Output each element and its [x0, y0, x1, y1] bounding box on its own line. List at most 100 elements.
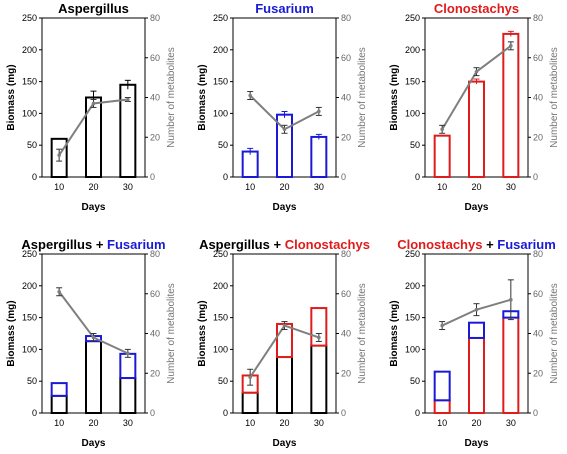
metabolites-point — [474, 69, 479, 74]
right-tick-label: 0 — [341, 408, 346, 418]
right-tick-label: 80 — [533, 13, 543, 23]
x-axis-label: Days — [465, 202, 489, 213]
chart-title: Clonostachys + Fusarium — [397, 237, 556, 252]
bar-10-segment-2 — [433, 370, 451, 402]
bar-10-segment-1 — [50, 394, 68, 415]
left-tick-label: 100 — [213, 108, 228, 118]
metabolites-point — [91, 101, 96, 106]
chart-title: Aspergillus + Clonostachys — [199, 237, 370, 252]
left-tick-label: 150 — [213, 313, 228, 323]
x-axis-label: Days — [82, 438, 106, 449]
bar-20-segment-1 — [468, 80, 485, 178]
bar-20-segment-1 — [276, 356, 293, 415]
chart-panel-2: Fusarium 0 50 100 150 200 250 0 20 40 60 80 10 20 30 Da… — [197, 1, 368, 213]
left-tick-label: 100 — [213, 344, 228, 354]
right-tick-label: 60 — [150, 289, 160, 299]
chart-title-part: Aspergillus — [199, 237, 270, 252]
right-tick-label: 0 — [341, 172, 346, 182]
left-tick-label: 250 — [213, 13, 228, 23]
x-tick-label-30: 30 — [314, 418, 324, 428]
y2-axis-label: Number of metabolites — [166, 47, 177, 148]
bar-20-segment-2 — [468, 321, 485, 339]
metabolites-point — [440, 323, 444, 328]
left-tick-label: 150 — [22, 313, 37, 323]
left-tick-label: 200 — [405, 281, 420, 291]
left-tick-label: 150 — [22, 77, 37, 87]
metabolites-point — [248, 93, 252, 98]
left-tick-label: 150 — [405, 77, 420, 87]
right-tick-label: 60 — [150, 53, 160, 63]
right-tick-label: 80 — [150, 249, 160, 259]
left-tick-label: 50 — [27, 140, 37, 150]
y2-axis-label: Number of metabolites — [549, 283, 560, 384]
right-tick-label: 20 — [533, 132, 543, 142]
y-axis-label: Biomass (mg) — [389, 300, 400, 366]
y-axis-label: Biomass (mg) — [389, 64, 400, 130]
left-tick-label: 250 — [22, 249, 37, 259]
left-tick-label: 150 — [213, 77, 228, 87]
right-tick-label: 20 — [533, 368, 543, 378]
right-tick-label: 0 — [150, 408, 155, 418]
x-tick-label-30: 30 — [506, 182, 516, 192]
right-tick-label: 40 — [533, 329, 543, 339]
y-axis-label: Biomass (mg) — [6, 300, 17, 366]
chart-title-part: Fusarium — [255, 1, 314, 16]
x-tick-label-10: 10 — [437, 182, 447, 192]
left-tick-label: 200 — [405, 45, 420, 55]
right-tick-label: 0 — [533, 172, 538, 182]
right-tick-label: 60 — [341, 53, 351, 63]
metabolites-point — [57, 153, 61, 157]
right-tick-label: 40 — [341, 329, 351, 339]
bar-30-segment-1 — [310, 135, 328, 179]
x-axis-label: Days — [273, 202, 297, 213]
bar-30-segment-1 — [502, 316, 520, 415]
chart-title-part: + — [270, 237, 285, 252]
x-tick-label-20: 20 — [471, 418, 481, 428]
left-tick-label: 0 — [32, 172, 37, 182]
chart-title-part: + — [92, 237, 107, 252]
x-axis-label: Days — [465, 438, 489, 449]
right-tick-label: 80 — [150, 13, 160, 23]
right-tick-label: 20 — [341, 132, 351, 142]
chart-title: Clonostachys — [434, 1, 519, 16]
right-tick-label: 20 — [150, 132, 160, 142]
left-tick-label: 100 — [22, 344, 37, 354]
x-axis-label: Days — [82, 202, 106, 213]
y-axis-label: Biomass (mg) — [6, 64, 17, 130]
bar-30-segment-1 — [502, 32, 520, 179]
left-tick-label: 0 — [415, 172, 420, 182]
y-axis-label: Biomass (mg) — [197, 64, 208, 130]
left-tick-label: 200 — [22, 45, 37, 55]
x-axis-label: Days — [273, 438, 297, 449]
right-tick-label: 0 — [533, 408, 538, 418]
x-tick-label-20: 20 — [88, 418, 98, 428]
metabolites-point — [509, 297, 513, 302]
x-tick-label-10: 10 — [245, 182, 255, 192]
chart-panel-5: Aspergillus + Clonostachys05010015020025… — [197, 237, 370, 449]
bar-30-segment-1 — [310, 344, 328, 415]
right-tick-label: 40 — [533, 93, 543, 103]
chart-title-part: Clonostachys — [434, 1, 519, 16]
chart-title-part: Aspergillus — [21, 237, 92, 252]
left-tick-label: 250 — [22, 13, 37, 23]
metabolites-point — [126, 351, 130, 356]
chart-panel-6: Clonostachys + Fusarium 0 50 100 150 200 250 0 2… — [389, 237, 560, 449]
bar-10-segment-1 — [433, 134, 451, 179]
metabolites-point — [317, 335, 321, 340]
left-tick-label: 0 — [223, 408, 228, 418]
x-tick-label-10: 10 — [54, 418, 64, 428]
x-tick-label-30: 30 — [123, 182, 133, 192]
chart-panel-4: Aspergillus + Fusarium 0 50 100 150 200 250 0 20… — [6, 237, 177, 449]
x-tick-label-10: 10 — [54, 182, 64, 192]
bar-20-segment-1 — [85, 96, 102, 178]
metabolites-point — [282, 127, 287, 132]
y2-axis-label: Number of metabolites — [357, 283, 368, 384]
left-tick-label: 50 — [410, 376, 420, 386]
metabolites-point — [509, 44, 513, 48]
left-tick-label: 100 — [405, 108, 420, 118]
x-tick-label-10: 10 — [245, 418, 255, 428]
x-tick-label-30: 30 — [506, 418, 516, 428]
y-axis-label: Biomass (mg) — [197, 300, 208, 366]
bar-10-segment-1 — [241, 391, 259, 415]
